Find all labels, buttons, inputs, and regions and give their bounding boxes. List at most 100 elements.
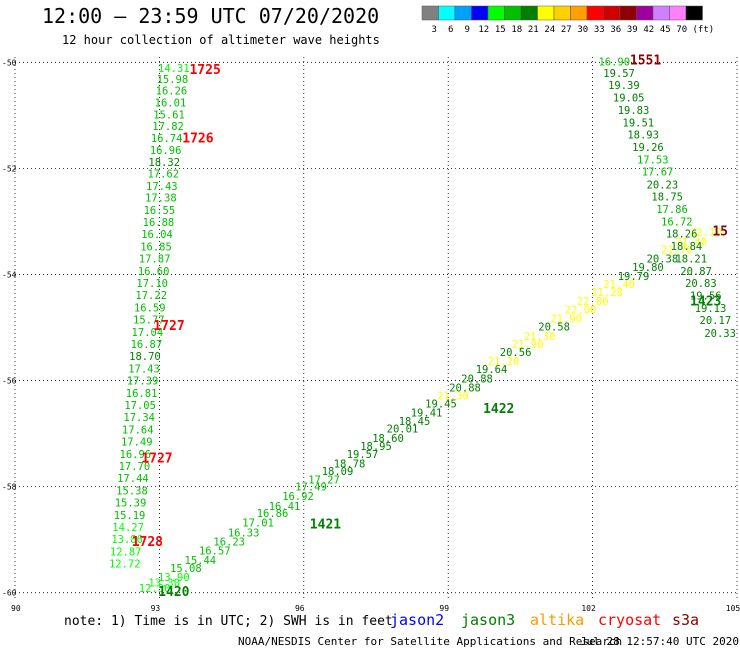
colorbar-tick-label: 30 bbox=[577, 25, 588, 35]
wave-height-label: 17.34 bbox=[123, 412, 155, 424]
wave-height-label: 16.04 bbox=[141, 229, 173, 241]
wave-height-label: 19.80 bbox=[632, 262, 664, 274]
wave-height-label: 20.33 bbox=[704, 328, 736, 340]
time-annotation: 15 bbox=[712, 225, 728, 240]
wave-height-label: 18.93 bbox=[627, 129, 659, 141]
colorbar-tick-label: 27 bbox=[561, 25, 572, 35]
wave-height-label: 19.45 bbox=[425, 398, 457, 410]
wave-height-label: 17.04 bbox=[132, 327, 164, 339]
wave-height-label: 20.56 bbox=[500, 347, 532, 359]
wave-height-label: 17.10 bbox=[136, 278, 168, 290]
time-annotation: 1726 bbox=[182, 132, 213, 147]
wave-height-label: 13.30 bbox=[148, 578, 180, 590]
wave-height-label: 17.53 bbox=[637, 154, 669, 166]
colorbar-tick-label: 9 bbox=[465, 25, 470, 35]
satellite-legend-item: jason2 bbox=[390, 611, 444, 629]
wave-height-label: 12.87 bbox=[110, 546, 142, 558]
y-tick-label: -50 bbox=[2, 58, 17, 67]
wave-height-label: 18.32 bbox=[148, 157, 180, 169]
wave-height-label: 20.87 bbox=[680, 266, 712, 278]
colorbar-swatch bbox=[685, 5, 703, 21]
colorbar-swatch bbox=[520, 5, 538, 21]
wave-height-label: 21.40 bbox=[603, 279, 635, 291]
map-grid: 90 93 96 99 102 105 -50 -52 -54 -56 -58 -60 bbox=[2, 57, 740, 613]
wave-height-label: 14.27 bbox=[112, 522, 144, 534]
wave-height-label: 19.41 bbox=[411, 407, 443, 419]
wave-height-label: 17.87 bbox=[139, 254, 171, 266]
satellite-legend-item: cryosat bbox=[598, 611, 661, 629]
time-annotation: 1727 bbox=[141, 452, 172, 467]
wave-height-label: 17.67 bbox=[642, 167, 674, 179]
colorbar-tick-label: 12 bbox=[478, 25, 489, 35]
satellite-legend: jason2 jason3 altika cryosat s3a bbox=[390, 611, 699, 629]
wave-height-label: 19.56 bbox=[690, 291, 722, 303]
time-annotation: 1727 bbox=[153, 319, 184, 334]
wave-height-label: 20.23 bbox=[647, 179, 679, 191]
wave-height-label: 15.98 bbox=[157, 74, 189, 86]
wave-height-label: 17.05 bbox=[124, 400, 156, 412]
wave-height-label: 22.00 bbox=[565, 305, 597, 317]
colorbar-tick-label: 39 bbox=[627, 25, 638, 35]
colorbar-swatch bbox=[553, 5, 571, 21]
wave-height-label: 19.26 bbox=[632, 142, 664, 154]
time-annotations: 1725 1726 1727 1727 1728 1420 1421 1422 1423 1551… bbox=[132, 54, 728, 600]
colorbar-swatch bbox=[454, 5, 472, 21]
wave-height-label: 21.20 bbox=[488, 356, 520, 368]
wave-height-label: 17.43 bbox=[146, 181, 178, 193]
x-tick-label: 93 bbox=[151, 604, 161, 613]
colorbar-swatch bbox=[636, 5, 654, 21]
y-tick-label: -60 bbox=[2, 589, 17, 598]
wave-height-label: 21.90 bbox=[550, 314, 582, 326]
wave-height-label: 15.77 bbox=[133, 315, 165, 327]
wave-height-label: 18.21 bbox=[675, 254, 707, 266]
x-tick-label: 99 bbox=[439, 604, 449, 613]
footer: note: 1) Time is in UTC; 2) SWH is in fe… bbox=[64, 611, 739, 648]
satellite-legend-item: altika bbox=[530, 611, 584, 629]
wave-height-label: 16.96 bbox=[150, 145, 182, 157]
colorbar-swatch bbox=[487, 5, 505, 21]
wave-height-label: 21.30 bbox=[524, 331, 556, 343]
wave-height-label: 18.78 bbox=[334, 458, 366, 470]
wave-height-label: 18.84 bbox=[671, 241, 703, 253]
y-tick-label: -58 bbox=[2, 483, 17, 492]
wave-height-label: 17.49 bbox=[121, 437, 153, 449]
footer-timestamp: Jul 28 12:57:40 UTC 2020 bbox=[580, 635, 739, 648]
wave-height-label: 16.92 bbox=[282, 491, 314, 503]
wave-height-label: 20.17 bbox=[700, 315, 732, 327]
wave-height-label: 17.39 bbox=[127, 376, 159, 388]
wave-height-label: 19.39 bbox=[608, 80, 640, 92]
wave-height-label: 17.44 bbox=[117, 473, 149, 485]
wave-height-label: 18.26 bbox=[666, 229, 698, 241]
x-tick-label: 90 bbox=[11, 604, 21, 613]
colorbar-tick-label: 24 bbox=[544, 25, 555, 35]
wave-height-label: 12.72 bbox=[109, 559, 141, 571]
wave-height-label: 17.43 bbox=[128, 363, 160, 375]
x-tick-label: 102 bbox=[581, 604, 596, 613]
colorbar-swatch bbox=[471, 5, 489, 21]
colorbar-unit: (ft) bbox=[693, 25, 715, 35]
page-subtitle: 12 hour collection of altimeter wave hei… bbox=[62, 33, 380, 47]
wave-height-label: 13.90 bbox=[158, 572, 190, 584]
wave-height-label: 16.59 bbox=[134, 302, 166, 314]
wave-height-label: 19.57 bbox=[603, 68, 635, 80]
colorbar-swatch bbox=[619, 5, 637, 21]
wave-height-label: 19.05 bbox=[613, 92, 645, 104]
wave-height-label: 17.86 bbox=[656, 204, 688, 216]
footer-note: note: 1) Time is in UTC; 2) SWH is in fe… bbox=[64, 614, 393, 629]
wave-height-label: 22.80 bbox=[577, 296, 609, 308]
colorbar-tick-label: 18 bbox=[511, 25, 522, 35]
wave-height-label: 21.70 bbox=[661, 245, 693, 257]
wave-height-label: 16.87 bbox=[131, 339, 163, 351]
wave-height-label: 15.61 bbox=[153, 109, 185, 121]
colorbar-swatch bbox=[570, 5, 588, 21]
wave-height-label: 15.08 bbox=[170, 563, 202, 575]
colorbar-tick-label: 33 bbox=[594, 25, 605, 35]
y-tick-label: -56 bbox=[2, 377, 17, 386]
wave-height-label: 16.23 bbox=[213, 536, 245, 548]
wave-height-label: 16.26 bbox=[156, 85, 188, 97]
wave-height-label: 19.57 bbox=[347, 449, 379, 461]
wave-height-label: 16.72 bbox=[661, 216, 693, 228]
wave-height-label: 20.38 bbox=[647, 254, 679, 266]
color-scale-legend: 3 6 9 12 15 18 21 24 27 30 33 36 39 42 45 70 (ft) bbox=[421, 5, 715, 35]
colorbar-swatch bbox=[652, 5, 670, 21]
